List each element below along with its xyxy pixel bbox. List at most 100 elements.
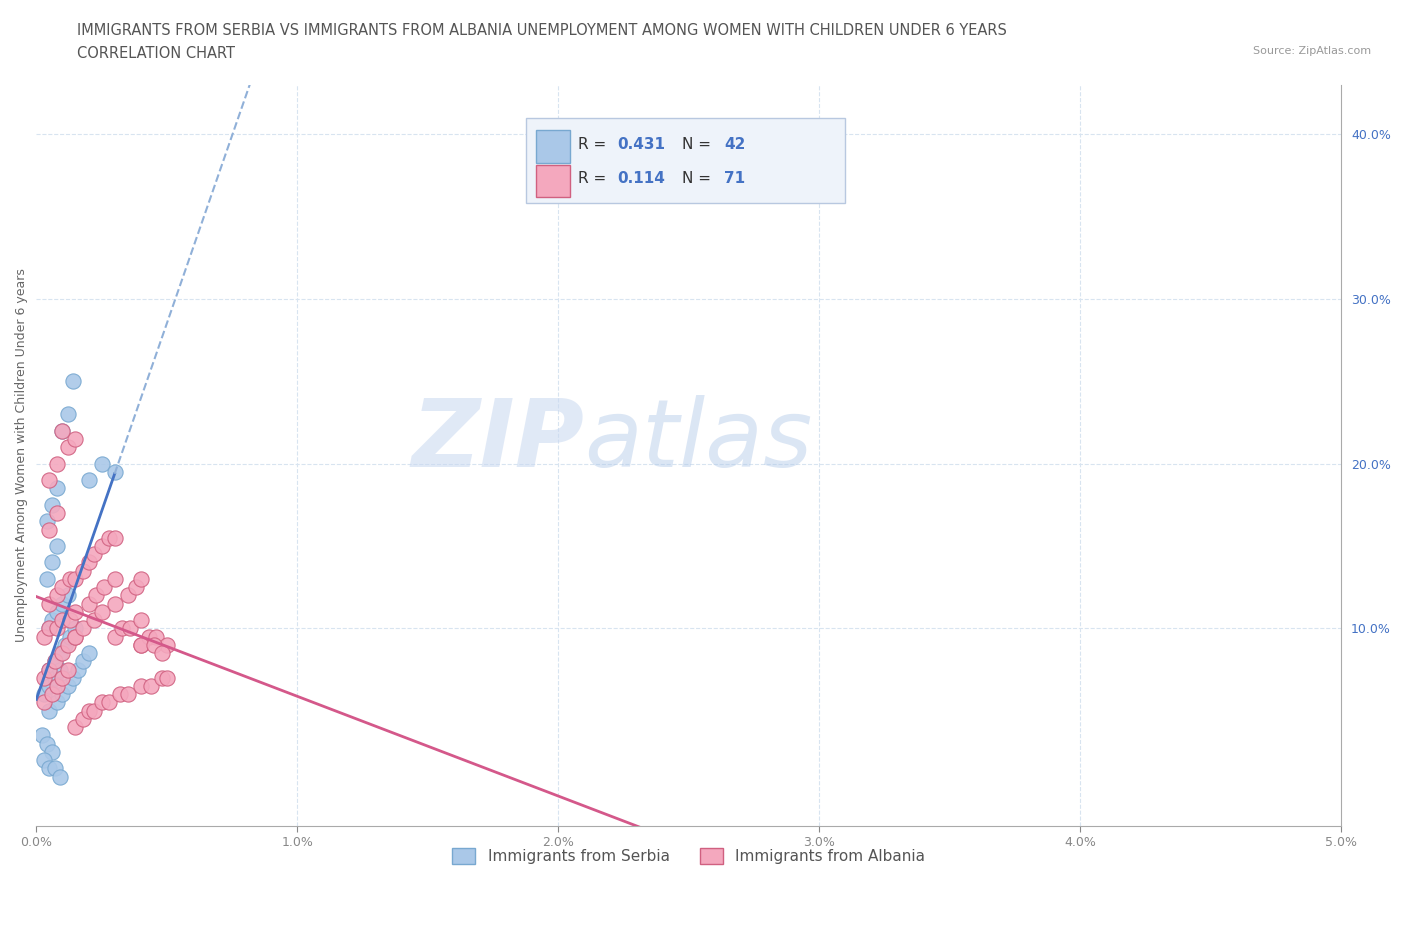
Text: 71: 71 bbox=[724, 171, 745, 186]
Point bbox=[41, 744, 63, 759]
FancyBboxPatch shape bbox=[536, 130, 569, 163]
Point bbox=[90, 538, 112, 553]
Point bbox=[38, 662, 60, 677]
Point bbox=[56, 406, 79, 421]
Point bbox=[38, 761, 60, 776]
Point bbox=[38, 596, 60, 611]
Point bbox=[72, 654, 94, 669]
Point bbox=[77, 645, 100, 660]
Point bbox=[59, 571, 82, 586]
Point bbox=[44, 654, 66, 669]
Point bbox=[129, 613, 152, 628]
Point bbox=[129, 571, 152, 586]
Point bbox=[62, 671, 84, 685]
Point bbox=[156, 671, 179, 685]
Text: Source: ZipAtlas.com: Source: ZipAtlas.com bbox=[1253, 46, 1371, 57]
Point bbox=[44, 671, 66, 685]
Point bbox=[51, 686, 73, 701]
Point bbox=[51, 579, 73, 594]
Text: R =: R = bbox=[578, 171, 612, 186]
Point bbox=[46, 506, 69, 521]
Point bbox=[38, 679, 60, 694]
Point bbox=[90, 604, 112, 619]
Legend: Immigrants from Serbia, Immigrants from Albania: Immigrants from Serbia, Immigrants from … bbox=[446, 842, 931, 870]
Point bbox=[41, 613, 63, 628]
Point bbox=[51, 423, 73, 438]
Text: atlas: atlas bbox=[585, 395, 813, 486]
Point bbox=[46, 481, 69, 496]
Point bbox=[46, 604, 69, 619]
Point bbox=[49, 662, 72, 677]
Point bbox=[104, 629, 127, 644]
Point bbox=[117, 588, 139, 603]
Point bbox=[150, 671, 173, 685]
Text: N =: N = bbox=[682, 171, 716, 186]
Point bbox=[156, 637, 179, 652]
Point bbox=[83, 613, 105, 628]
Point bbox=[51, 423, 73, 438]
Point bbox=[46, 695, 69, 710]
Point bbox=[35, 737, 58, 751]
Point bbox=[111, 621, 134, 636]
Point bbox=[108, 686, 131, 701]
Point bbox=[41, 555, 63, 570]
Point bbox=[51, 645, 73, 660]
Point bbox=[83, 703, 105, 718]
Text: 42: 42 bbox=[724, 137, 745, 152]
Point bbox=[46, 679, 69, 694]
Point bbox=[72, 711, 94, 726]
Text: R =: R = bbox=[578, 137, 612, 152]
Point bbox=[51, 613, 73, 628]
Point bbox=[56, 440, 79, 455]
Point bbox=[104, 530, 127, 545]
Point bbox=[77, 472, 100, 487]
Point bbox=[77, 703, 100, 718]
Point bbox=[138, 629, 160, 644]
Point bbox=[65, 432, 87, 446]
Point bbox=[32, 671, 55, 685]
Text: 0.114: 0.114 bbox=[617, 171, 665, 186]
Point bbox=[65, 621, 87, 636]
Point bbox=[32, 686, 55, 701]
Point bbox=[98, 695, 121, 710]
Point bbox=[41, 686, 63, 701]
Point bbox=[129, 679, 152, 694]
Point bbox=[141, 679, 163, 694]
Point bbox=[104, 571, 127, 586]
Point bbox=[32, 629, 55, 644]
Point bbox=[67, 662, 90, 677]
Point bbox=[145, 629, 167, 644]
Point bbox=[98, 530, 121, 545]
Point bbox=[77, 596, 100, 611]
Text: IMMIGRANTS FROM SERBIA VS IMMIGRANTS FROM ALBANIA UNEMPLOYMENT AMONG WOMEN WITH : IMMIGRANTS FROM SERBIA VS IMMIGRANTS FRO… bbox=[77, 23, 1007, 38]
Point bbox=[93, 579, 115, 594]
Point bbox=[41, 498, 63, 512]
Point bbox=[65, 720, 87, 735]
Point bbox=[46, 538, 69, 553]
Text: 0.431: 0.431 bbox=[617, 137, 665, 152]
Point bbox=[124, 579, 146, 594]
Point bbox=[46, 457, 69, 472]
Point bbox=[104, 464, 127, 479]
Point bbox=[56, 662, 79, 677]
Text: N =: N = bbox=[682, 137, 716, 152]
Point bbox=[44, 654, 66, 669]
Point bbox=[129, 637, 152, 652]
Point bbox=[46, 588, 69, 603]
Point bbox=[142, 637, 165, 652]
Point bbox=[120, 621, 142, 636]
Point bbox=[56, 588, 79, 603]
Point bbox=[38, 522, 60, 537]
Point bbox=[51, 596, 73, 611]
Point bbox=[77, 555, 100, 570]
Y-axis label: Unemployment Among Women with Children Under 6 years: Unemployment Among Women with Children U… bbox=[15, 269, 28, 643]
Point bbox=[46, 621, 69, 636]
Point bbox=[65, 629, 87, 644]
Point bbox=[83, 547, 105, 562]
Point bbox=[59, 629, 82, 644]
Point bbox=[53, 637, 76, 652]
Point bbox=[72, 621, 94, 636]
Point bbox=[117, 686, 139, 701]
Point bbox=[62, 374, 84, 389]
Point bbox=[150, 645, 173, 660]
